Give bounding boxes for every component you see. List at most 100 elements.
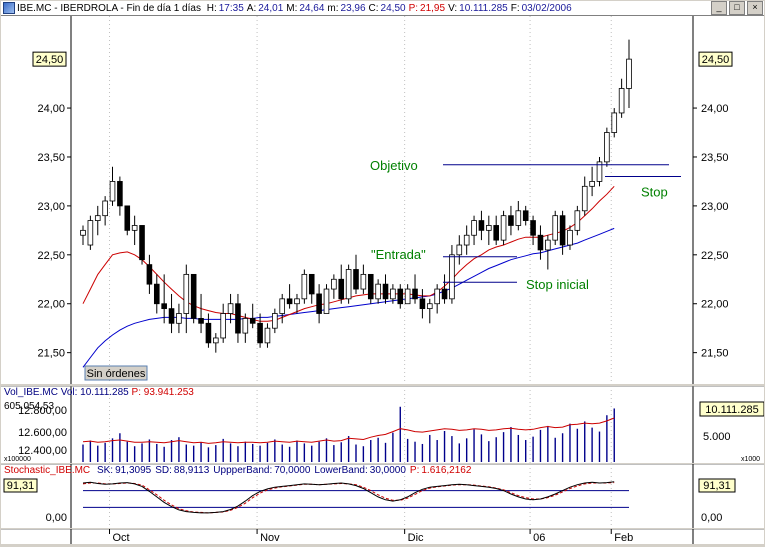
candle-body <box>478 220 485 231</box>
candle-body <box>441 288 448 300</box>
candle-body <box>522 210 529 221</box>
quote-field-label: A: <box>246 2 257 14</box>
y-tick-label-right: 23,00 <box>701 201 729 213</box>
candle-body <box>338 278 345 300</box>
stop-inicial-label: Stop inicial <box>526 277 589 292</box>
quote-field-label: M: <box>286 2 298 14</box>
minimize-button[interactable]: _ <box>711 1 727 15</box>
vol-last-label: 10.111.285 <box>705 404 758 416</box>
quote-field-value: 24,50 <box>380 2 406 14</box>
volume-p-label: P: <box>131 387 141 398</box>
quote-field-label: F: <box>510 2 520 14</box>
volume-average-line <box>82 417 615 444</box>
candle-body <box>353 269 359 290</box>
stoch-left-zero: 0,00 <box>46 512 67 524</box>
candle-body <box>279 298 286 314</box>
candle-body <box>581 185 588 212</box>
candle-body <box>323 288 330 314</box>
vol-left-top-clip: 605.054,53 <box>4 401 54 412</box>
candle-body <box>87 220 94 246</box>
volume-panel[interactable]: Vol_IBE.MC Vol: 10.111.285 P: 93.941.253… <box>1 385 765 463</box>
last-price-box-left <box>32 51 67 67</box>
close-button[interactable]: × <box>747 1 763 15</box>
title-bar[interactable]: IBE.MC - IBERDROLA - Fin de día 1 días H… <box>1 1 764 16</box>
quote-field-value: 10.111.285 <box>459 2 508 14</box>
candle-body <box>272 313 278 329</box>
candle-body <box>301 273 308 300</box>
stochastic-field-label: SK: <box>96 465 114 476</box>
stochastic-field-value: 70,0000 <box>274 465 311 476</box>
candle-body <box>530 220 536 236</box>
candle-body <box>508 215 514 226</box>
y-tick-label-left: 21,50 <box>37 348 65 360</box>
maximize-button[interactable]: □ <box>729 1 745 15</box>
candle-body <box>242 318 249 334</box>
candle-body <box>397 288 404 305</box>
candle-body <box>183 273 190 314</box>
y-tick-label-right: 22,00 <box>701 299 729 311</box>
candle-body <box>559 215 566 246</box>
candle-body <box>545 239 551 251</box>
candle-body <box>426 303 433 310</box>
price-panel[interactable]: 21,50 21,50 22,00 22,00 22,50 22,50 23,00 23,00… <box>1 16 764 384</box>
candle-body <box>80 229 86 236</box>
chart-icon <box>3 2 15 14</box>
candle-body <box>434 288 440 305</box>
stoch-right-zero: 0,00 <box>701 512 722 524</box>
stochastic-panel[interactable]: Stochastic_IBE.MC SK: 91,3095 SD: 88,9113 Up… <box>1 463 764 528</box>
stop-label: Stop <box>641 185 668 200</box>
y-tick-label-left: 23,50 <box>37 152 65 164</box>
stochastic-sd-line <box>82 482 615 514</box>
x-tick-label: 06 <box>533 532 545 544</box>
quote-field-value: 24,64 <box>299 2 325 14</box>
window-controls: _ □ × <box>709 1 763 15</box>
candle-body <box>596 161 603 182</box>
stochastic-field-label: UppperBand: <box>213 465 273 476</box>
y-tick-label-left: 24,00 <box>37 103 65 115</box>
candle-body <box>419 298 426 310</box>
candle-body <box>626 58 632 89</box>
candle-body <box>471 220 477 236</box>
candle-body <box>618 88 625 114</box>
status-box <box>84 365 148 381</box>
stoch-right-label: 91,31 <box>703 480 731 492</box>
stochastic-field-label: P: <box>409 465 420 476</box>
vol-left-tick: 12.800,00 <box>18 405 67 417</box>
candle-body <box>190 273 197 319</box>
stochastic-chart[interactable]: 91,31 0,00 91,31 0,00 <box>1 463 764 528</box>
candle-body <box>139 225 145 261</box>
y-tick-label-right: 21,50 <box>701 348 729 360</box>
candle-body <box>213 337 219 344</box>
candle-body <box>390 288 396 300</box>
x-axis-panel: Oct Nov Dic 06 Feb <box>1 528 764 544</box>
quote-field-value: 03/02/2006 <box>521 2 572 14</box>
volume-title: Vol_IBE.MC <box>4 387 58 398</box>
x-tick-label: Dic <box>408 532 424 544</box>
price-chart[interactable]: 21,50 21,50 22,00 22,00 22,50 22,50 23,00 23,00… <box>1 16 764 384</box>
stochastic-field-value: 30,0000 <box>369 465 406 476</box>
candle-body <box>552 215 559 241</box>
volume-value: 10.111.285 <box>80 387 129 398</box>
candle-body <box>316 293 322 314</box>
candle-body <box>360 273 367 290</box>
y-tick-label-right: 23,50 <box>701 152 729 164</box>
candle-body <box>146 264 153 285</box>
quote-field-label: m: <box>327 2 339 14</box>
symbol-name: IBE.MC - IBERDROLA - Fin de día 1 días <box>17 2 201 14</box>
x-axis: Oct Nov Dic 06 Feb <box>1 528 764 544</box>
candle-body <box>537 234 544 251</box>
volume-chart[interactable]: 605.054,5312.800,0012.600,0012.400,00x10… <box>1 385 765 463</box>
candle-body <box>308 273 315 295</box>
candle-body <box>124 205 131 231</box>
status-label: Sin órdenes <box>87 368 146 380</box>
y-tick-label-left: 22,50 <box>37 250 65 262</box>
quote-field-value: 23,96 <box>340 2 366 14</box>
candle-body <box>198 318 204 324</box>
objetivo-label: Objetivo <box>370 158 418 173</box>
volume-label: Vol: <box>60 387 78 398</box>
stochastic-field-value: 91,3095 <box>115 465 152 476</box>
candle-body <box>264 327 271 344</box>
last-price-label-left: 24,50 <box>36 54 64 66</box>
quote-field-value: 17:35 <box>218 2 244 14</box>
